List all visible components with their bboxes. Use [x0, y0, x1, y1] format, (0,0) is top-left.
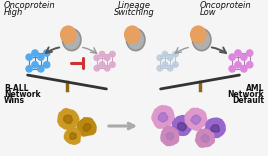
- Polygon shape: [205, 118, 225, 138]
- Polygon shape: [70, 132, 76, 140]
- Circle shape: [94, 65, 100, 71]
- Ellipse shape: [61, 26, 76, 43]
- Circle shape: [168, 65, 173, 71]
- Circle shape: [32, 50, 38, 56]
- Text: High: High: [4, 8, 23, 17]
- Circle shape: [32, 62, 38, 68]
- Text: Oncoprotein: Oncoprotein: [4, 1, 56, 10]
- Polygon shape: [211, 125, 219, 132]
- Polygon shape: [201, 134, 209, 142]
- Circle shape: [162, 51, 168, 57]
- Ellipse shape: [62, 29, 81, 51]
- Ellipse shape: [128, 30, 143, 49]
- Circle shape: [110, 62, 115, 67]
- Text: AML: AML: [245, 84, 264, 93]
- Polygon shape: [166, 133, 173, 140]
- Polygon shape: [83, 124, 91, 131]
- Circle shape: [157, 65, 163, 71]
- Text: Low: Low: [200, 8, 217, 17]
- Circle shape: [99, 51, 105, 57]
- Text: Network: Network: [4, 90, 41, 99]
- Text: Oncoprotein: Oncoprotein: [200, 1, 252, 10]
- Circle shape: [235, 50, 241, 56]
- Circle shape: [173, 51, 178, 57]
- Ellipse shape: [64, 30, 79, 49]
- Circle shape: [26, 66, 32, 72]
- Circle shape: [235, 62, 241, 68]
- Text: Default: Default: [232, 96, 264, 105]
- Circle shape: [38, 66, 44, 72]
- Circle shape: [162, 62, 168, 67]
- Circle shape: [241, 54, 247, 60]
- Ellipse shape: [126, 29, 145, 51]
- Polygon shape: [185, 108, 207, 130]
- Ellipse shape: [192, 29, 211, 51]
- Text: Network: Network: [227, 90, 264, 99]
- Circle shape: [43, 62, 50, 68]
- Polygon shape: [161, 126, 179, 146]
- Circle shape: [99, 62, 105, 67]
- Polygon shape: [195, 129, 214, 147]
- Circle shape: [241, 66, 247, 72]
- Circle shape: [105, 65, 110, 71]
- Circle shape: [38, 54, 44, 60]
- Circle shape: [229, 66, 235, 72]
- Circle shape: [43, 50, 50, 56]
- Polygon shape: [58, 109, 79, 129]
- Polygon shape: [64, 128, 81, 144]
- Text: Lineage: Lineage: [117, 1, 151, 10]
- Polygon shape: [191, 115, 201, 125]
- Text: Wins: Wins: [4, 96, 25, 105]
- Circle shape: [105, 55, 110, 61]
- Polygon shape: [158, 113, 168, 122]
- Polygon shape: [64, 115, 73, 124]
- Circle shape: [247, 62, 253, 68]
- Polygon shape: [172, 116, 192, 135]
- Ellipse shape: [191, 26, 206, 43]
- Polygon shape: [177, 122, 187, 131]
- Text: Switching: Switching: [114, 8, 154, 17]
- Ellipse shape: [125, 26, 140, 43]
- Circle shape: [173, 62, 178, 67]
- Circle shape: [94, 55, 100, 61]
- Circle shape: [26, 54, 32, 60]
- Polygon shape: [77, 118, 96, 136]
- Polygon shape: [152, 106, 174, 128]
- Circle shape: [229, 54, 235, 60]
- Circle shape: [157, 55, 163, 61]
- Ellipse shape: [194, 30, 209, 49]
- Circle shape: [168, 55, 173, 61]
- Circle shape: [110, 51, 115, 57]
- Circle shape: [247, 50, 253, 56]
- Text: B-ALL: B-ALL: [4, 84, 28, 93]
